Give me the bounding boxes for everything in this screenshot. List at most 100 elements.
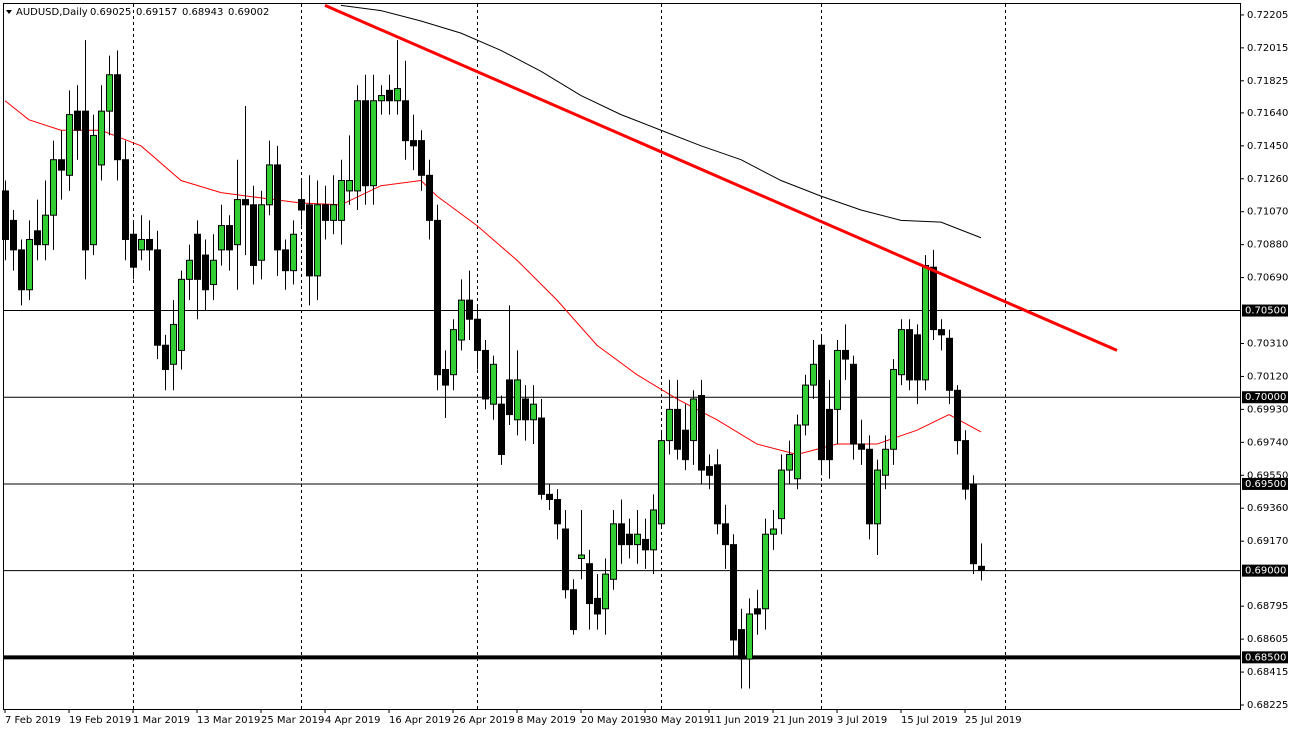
candle-body — [842, 349, 849, 360]
plot-frame — [3, 3, 1241, 710]
level-label: 0.70000 — [1245, 392, 1286, 403]
candle-body — [410, 140, 417, 147]
x-tick-label: 30 May 2019 — [645, 715, 710, 726]
candle-body — [634, 533, 641, 546]
candle-body — [554, 499, 561, 525]
candle-body — [706, 466, 713, 476]
candle-body — [58, 159, 65, 171]
x-tick-label: 3 Jul 2019 — [837, 715, 887, 726]
y-tick-label: 0.70310 — [1247, 338, 1288, 349]
candle-body — [82, 110, 89, 251]
candle-body — [602, 573, 609, 610]
candle-body — [882, 448, 889, 476]
candle-body — [666, 408, 673, 442]
candle-body — [730, 544, 737, 641]
candle-body — [786, 453, 793, 471]
y-tick-label: 0.69170 — [1247, 536, 1288, 547]
x-tick-label: 15 Jul 2019 — [901, 715, 958, 726]
candle-body — [282, 249, 289, 272]
candle-body — [266, 164, 273, 206]
candle-body — [850, 363, 857, 445]
candle-body — [26, 238, 33, 291]
candle-body — [938, 329, 945, 336]
candle-body — [202, 254, 209, 291]
candle-body — [650, 509, 657, 551]
candle-body — [818, 344, 825, 461]
chart-title: AUDUSD,Daily — [16, 7, 88, 18]
candle-body — [330, 204, 337, 221]
level-tag — [1242, 651, 1288, 664]
y-tick-label: 0.72015 — [1247, 43, 1288, 54]
y-tick-label: 0.71070 — [1247, 207, 1288, 218]
level-tag — [1242, 564, 1288, 577]
candle-body — [658, 440, 665, 525]
candle-body — [450, 329, 457, 376]
candle-body — [762, 533, 769, 610]
candle-body — [922, 264, 929, 381]
candle-body — [386, 89, 393, 102]
candle-body — [170, 323, 177, 365]
candle-body — [690, 398, 697, 442]
y-tick-label: 0.69930 — [1247, 404, 1288, 415]
candle-body — [298, 199, 305, 211]
candle-body — [426, 174, 433, 221]
level-label: 0.69000 — [1245, 566, 1286, 577]
candle-body — [914, 334, 921, 381]
candle-body — [186, 259, 193, 280]
candle-body — [42, 214, 49, 246]
candle-body — [978, 565, 985, 571]
candle-body — [402, 100, 409, 142]
candle-body — [290, 233, 297, 272]
candle-body — [930, 266, 937, 331]
candle-body — [962, 440, 969, 490]
candle-body — [18, 249, 25, 291]
trendline — [324, 4, 1118, 352]
candle-body — [466, 299, 473, 320]
candle-body — [442, 369, 449, 386]
level-tag — [1242, 304, 1288, 317]
candle-body — [490, 363, 497, 405]
x-tick-label: 19 Feb 2019 — [69, 715, 131, 726]
candle-body — [778, 469, 785, 520]
y-tick-label: 0.68415 — [1247, 667, 1288, 678]
menu-icon[interactable] — [6, 10, 12, 14]
y-tick-label: 0.68605 — [1247, 634, 1288, 645]
candle-body — [642, 538, 649, 551]
candle-body — [738, 629, 745, 660]
candle-body — [90, 134, 97, 246]
y-tick-label: 0.70120 — [1247, 371, 1288, 382]
candle-body — [434, 219, 441, 376]
candle-body — [362, 100, 369, 187]
candle-body — [482, 349, 489, 400]
candle-body — [210, 259, 217, 286]
y-tick-label: 0.71640 — [1247, 108, 1288, 119]
candle-body — [578, 554, 585, 559]
close-price: 0.69002 — [228, 7, 269, 18]
candle-body — [218, 225, 225, 251]
candle-body — [74, 110, 81, 131]
candle-body — [258, 204, 265, 261]
level-tag — [1242, 477, 1288, 490]
candle-body — [546, 493, 553, 501]
y-tick-label: 0.71450 — [1247, 141, 1288, 152]
candle-body — [130, 233, 137, 268]
candle-body — [970, 483, 977, 565]
candle-body — [418, 140, 425, 176]
x-tick-label: 13 Mar 2019 — [197, 715, 260, 726]
y-tick-label: 0.68795 — [1247, 601, 1288, 612]
x-tick-label: 8 May 2019 — [517, 715, 576, 726]
candle-body — [698, 395, 705, 471]
candle-body — [866, 448, 873, 525]
candle-body — [754, 608, 761, 615]
candle-body — [314, 204, 321, 277]
candle-body — [874, 469, 881, 525]
candle-body — [10, 219, 17, 251]
candle-body — [522, 398, 529, 421]
candle-body — [530, 403, 537, 421]
low-price: 0.68943 — [182, 7, 223, 18]
candle-body — [162, 344, 169, 371]
candle-body — [114, 74, 121, 161]
x-tick-label: 1 Mar 2019 — [133, 715, 190, 726]
x-tick-label: 25 Mar 2019 — [261, 715, 324, 726]
